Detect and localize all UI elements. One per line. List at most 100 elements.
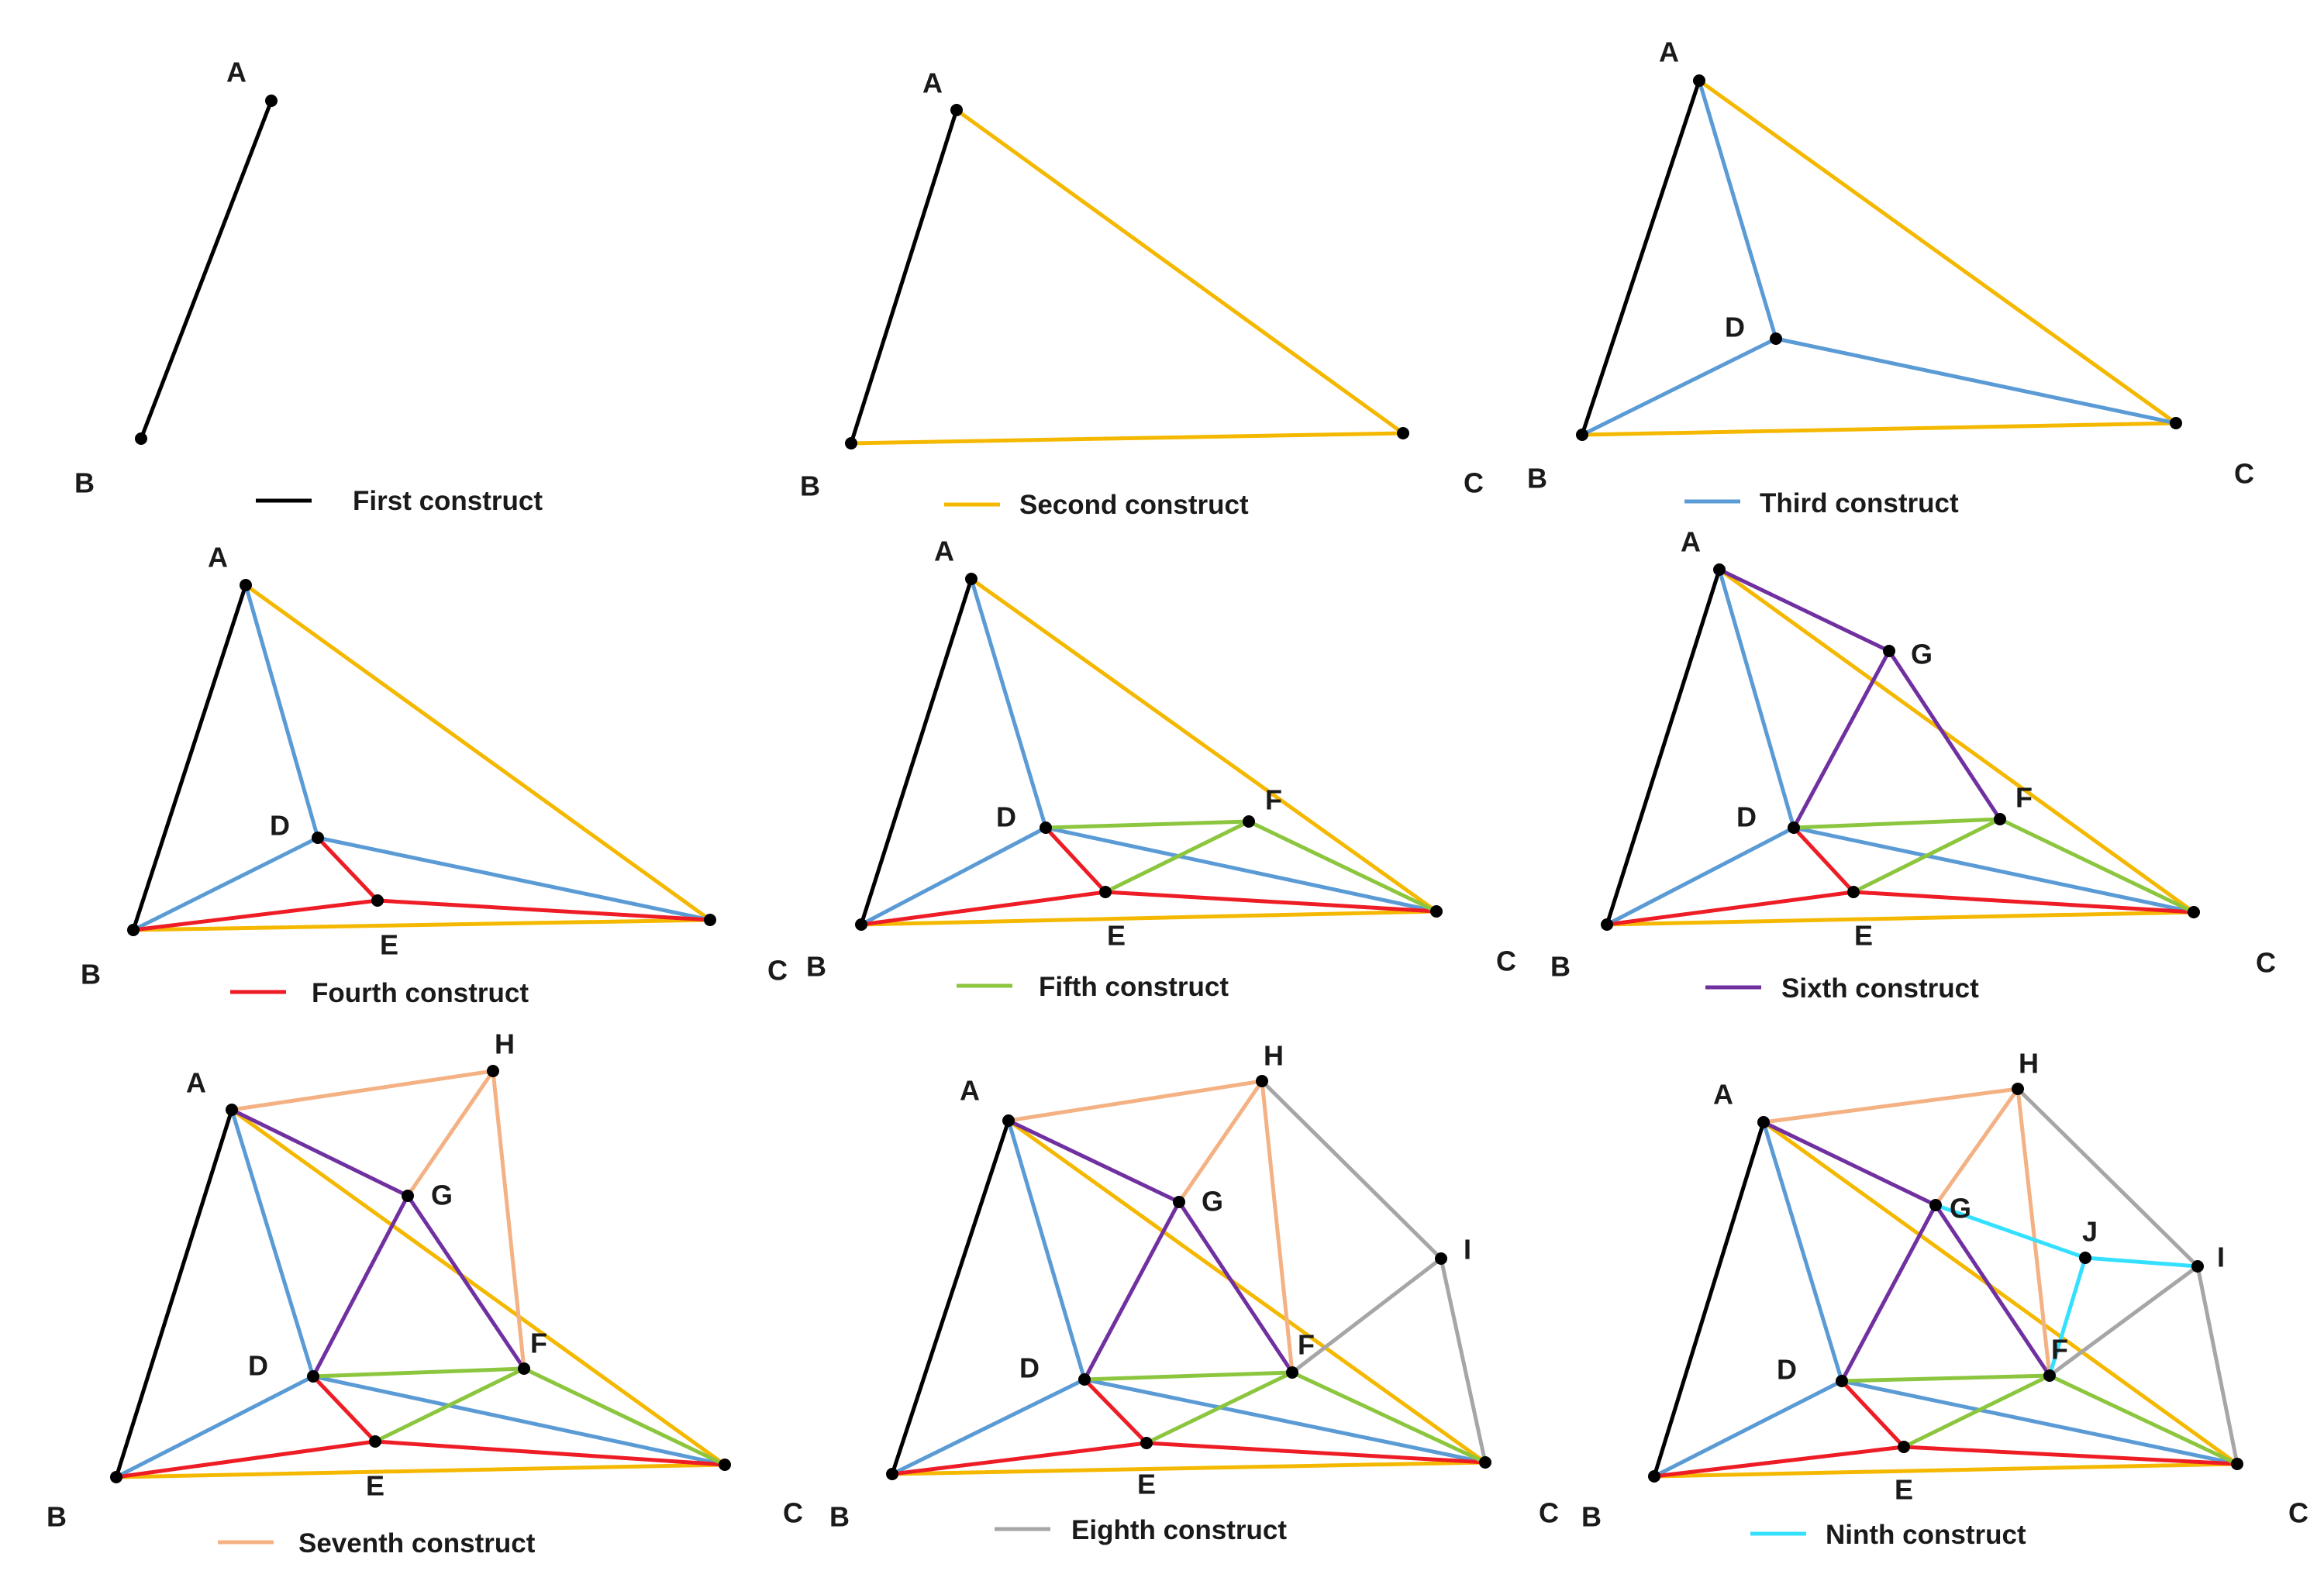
point-c xyxy=(704,914,716,926)
point-label-a: A xyxy=(922,67,943,99)
edge-ad-blue xyxy=(1761,1120,1844,1383)
edge-cf-green xyxy=(1246,819,1439,914)
edge-ac-orange xyxy=(1697,78,2178,425)
point-label-d: D xyxy=(1736,801,1757,833)
edge-ac-orange xyxy=(1006,1118,1488,1465)
edge-ac-orange xyxy=(954,108,1405,436)
construct-panel-3: A B C D Third construct xyxy=(1527,36,2254,518)
edge-ce-red xyxy=(1144,1441,1488,1465)
point-a xyxy=(226,1104,238,1116)
point-d xyxy=(1788,821,1800,834)
point-label-b: B xyxy=(806,951,826,983)
edge-gj-cyan xyxy=(1933,1203,2088,1260)
point-e xyxy=(1140,1437,1153,1449)
point-label-b: B xyxy=(74,467,95,499)
edge-bc-orange xyxy=(849,431,1405,446)
point-label-e: E xyxy=(1107,920,1126,952)
edge-de-red xyxy=(1082,1377,1149,1445)
point-c xyxy=(1397,427,1409,439)
point-c xyxy=(1430,905,1443,918)
edge-ci-gray xyxy=(2195,1264,2240,1466)
point-j xyxy=(2079,1252,2091,1264)
edge-fh-salmon xyxy=(491,1069,526,1371)
legend-label: Fifth construct xyxy=(1039,972,1229,1002)
point-label-d: D xyxy=(996,801,1016,833)
edge-ad-blue xyxy=(1697,78,1778,341)
edge-de-red xyxy=(1840,1379,1906,1449)
edge-ad-blue xyxy=(1006,1118,1087,1382)
point-a xyxy=(965,573,978,585)
edge-be-red xyxy=(1652,1445,1906,1479)
point-label-b: B xyxy=(47,1501,67,1533)
point-label-b: B xyxy=(829,1501,850,1533)
construct-panel-4: A B C D E Fourth construct xyxy=(81,542,788,1008)
edge-be-red xyxy=(1605,890,1856,927)
edge-ab-black xyxy=(890,1118,1011,1476)
construct-panel-5: A B C D E F Fifth construct xyxy=(806,536,1516,1002)
point-label-e: E xyxy=(380,929,398,961)
edge-ah-salmon xyxy=(1761,1087,2020,1125)
edge-df-green xyxy=(1791,817,2002,830)
edge-ce-red xyxy=(1851,890,2196,914)
point-c xyxy=(2188,906,2200,918)
point-label-g: G xyxy=(1950,1193,1971,1224)
point-h xyxy=(2012,1083,2024,1095)
edge-bc-orange xyxy=(1652,1462,2240,1479)
edge-ef-green xyxy=(1851,817,2002,894)
point-d xyxy=(1770,332,1782,345)
edge-cf-green xyxy=(2047,1373,2240,1466)
edge-gh-salmon xyxy=(405,1069,495,1198)
point-label-c: C xyxy=(2256,947,2276,979)
legend-label: Ninth construct xyxy=(1826,1520,2026,1550)
point-b xyxy=(110,1471,122,1483)
point-i xyxy=(1435,1252,1447,1265)
point-f xyxy=(1286,1366,1298,1379)
point-g xyxy=(1173,1196,1185,1208)
point-label-g: G xyxy=(1202,1186,1223,1218)
point-label-c: C xyxy=(1496,945,1516,977)
point-label-b: B xyxy=(81,959,101,990)
edge-cd-blue xyxy=(1082,1377,1488,1465)
edge-bc-orange xyxy=(859,909,1439,927)
point-a xyxy=(1693,74,1705,87)
legend-label: Second construct xyxy=(1019,490,1249,520)
edge-gh-salmon xyxy=(1177,1079,1264,1204)
edge-ef-green xyxy=(1144,1370,1295,1445)
legend-label: Sixth construct xyxy=(1781,973,1979,1004)
point-label-e: E xyxy=(1137,1469,1156,1500)
edge-gh-salmon xyxy=(1933,1087,2020,1207)
edge-bc-orange xyxy=(114,1462,727,1479)
point-b xyxy=(886,1468,898,1480)
point-a xyxy=(240,579,252,591)
point-a xyxy=(1757,1116,1770,1128)
point-label-a: A xyxy=(934,536,954,567)
point-label-e: E xyxy=(1895,1474,1913,1506)
point-c xyxy=(1479,1456,1491,1469)
point-label-c: C xyxy=(767,955,788,987)
point-label-b: B xyxy=(1581,1501,1602,1533)
edge-ef-green xyxy=(373,1366,526,1444)
edge-ad-blue xyxy=(969,577,1048,830)
edge-fg-purple xyxy=(1177,1200,1295,1375)
edge-cd-blue xyxy=(1791,825,2196,914)
edge-df-green xyxy=(311,1366,526,1379)
point-label-a: A xyxy=(226,57,247,88)
point-label-d: D xyxy=(1725,312,1745,343)
point-g xyxy=(1883,645,1895,657)
point-label-g: G xyxy=(431,1180,453,1211)
point-label-h: H xyxy=(1264,1040,1284,1072)
legend-label: Fourth construct xyxy=(312,978,529,1008)
edge-ah-salmon xyxy=(1006,1079,1264,1123)
point-e xyxy=(371,894,384,907)
edge-de-red xyxy=(315,835,380,903)
edge-fg-purple xyxy=(1887,649,2002,821)
point-label-h: H xyxy=(2019,1048,2039,1080)
edge-ac-orange xyxy=(1761,1120,2240,1466)
point-label-a: A xyxy=(186,1067,206,1099)
edge-df-green xyxy=(1840,1373,2052,1383)
edge-be-red xyxy=(859,890,1108,927)
edge-ad-blue xyxy=(229,1107,315,1379)
point-e xyxy=(1099,886,1112,898)
edge-be-red xyxy=(114,1439,378,1479)
